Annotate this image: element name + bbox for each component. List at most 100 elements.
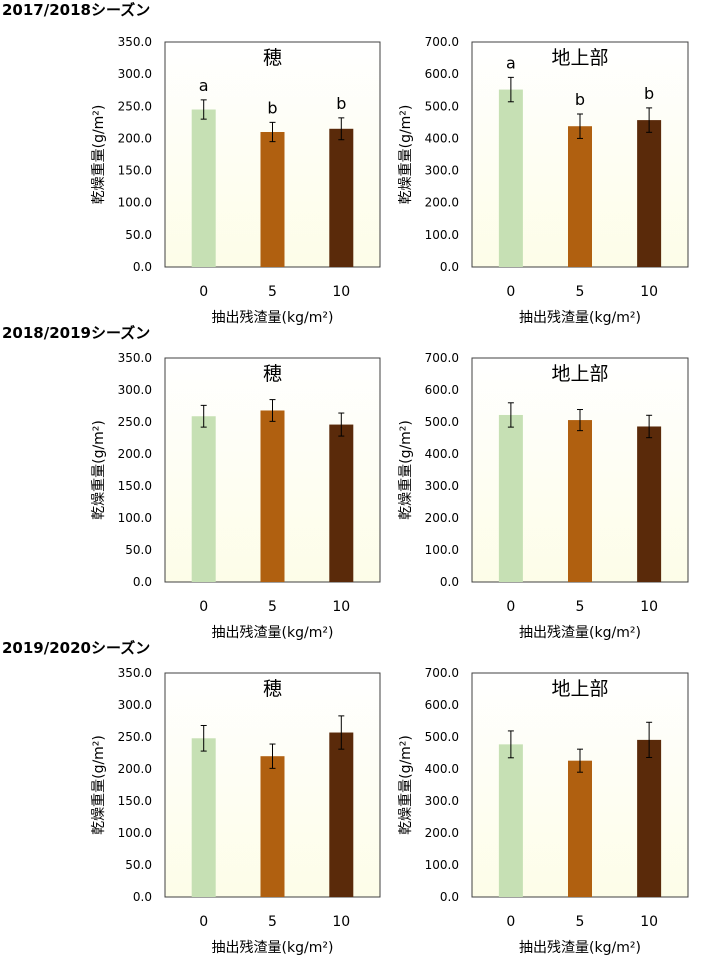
chart-title: 穂 [263, 363, 282, 385]
bar [191, 109, 216, 267]
y-tick-label: 250.0 [118, 730, 152, 744]
y-tick-label: 300.0 [425, 164, 459, 178]
y-tick-label: 50.0 [125, 228, 152, 242]
y-tick-label: 700.0 [425, 35, 459, 49]
x-tick-label: 0 [506, 599, 515, 615]
x-axis-label: 抽出残渣量(kg/m²) [212, 310, 334, 326]
x-tick-label: 5 [576, 284, 585, 300]
y-tick-label: 0.0 [440, 890, 459, 904]
bar [329, 128, 354, 267]
y-tick-label: 150.0 [118, 164, 152, 178]
x-tick-label: 10 [640, 599, 658, 615]
y-tick-label: 600.0 [425, 383, 459, 397]
bar [637, 120, 662, 267]
significance-letter: b [644, 84, 654, 103]
y-tick-label: 350.0 [118, 666, 152, 680]
x-axis-label: 抽出残渣量(kg/m²) [519, 940, 641, 956]
y-axis-label: 乾燥重量(g/m²) [91, 105, 107, 205]
significance-letter: b [336, 94, 346, 113]
x-tick-label: 10 [332, 284, 350, 300]
bar [191, 738, 216, 897]
y-tick-label: 0.0 [440, 575, 459, 589]
y-tick-label: 300.0 [425, 479, 459, 493]
season-title-1: 2017/2018シーズン [2, 1, 151, 19]
bar [260, 132, 285, 267]
bar [568, 126, 592, 267]
bar [260, 410, 285, 582]
x-tick-label: 10 [640, 914, 658, 930]
y-tick-label: 400.0 [425, 762, 459, 776]
x-tick-label: 0 [199, 284, 208, 300]
y-tick-label: 150.0 [118, 794, 152, 808]
chart-title: 穂 [263, 47, 282, 69]
y-tick-label: 300.0 [118, 67, 152, 81]
x-tick-label: 10 [640, 284, 658, 300]
significance-letter: b [575, 90, 585, 109]
x-tick-label: 5 [576, 599, 585, 615]
y-tick-label: 300.0 [425, 794, 459, 808]
y-tick-label: 350.0 [118, 351, 152, 365]
x-axis-label: 抽出残渣量(kg/m²) [519, 625, 641, 641]
y-tick-label: 200.0 [425, 826, 459, 840]
y-tick-label: 600.0 [425, 67, 459, 81]
chart-title: 地上部 [551, 47, 608, 69]
y-tick-label: 300.0 [118, 383, 152, 397]
y-tick-label: 50.0 [125, 858, 152, 872]
y-tick-label: 100.0 [118, 196, 152, 210]
x-tick-label: 0 [199, 914, 208, 930]
x-axis-label: 抽出残渣量(kg/m²) [212, 625, 334, 641]
y-axis-label: 乾燥重量(g/m²) [398, 420, 414, 520]
x-axis-label: 抽出残渣量(kg/m²) [212, 940, 334, 956]
x-tick-label: 5 [268, 599, 277, 615]
y-tick-label: 700.0 [425, 666, 459, 680]
x-tick-label: 5 [268, 284, 277, 300]
y-tick-label: 200.0 [118, 762, 152, 776]
chart-title: 地上部 [551, 363, 608, 385]
bar [329, 732, 354, 897]
y-axis-label: 乾燥重量(g/m²) [91, 420, 107, 520]
x-tick-label: 5 [268, 914, 277, 930]
y-tick-label: 300.0 [118, 698, 152, 712]
x-axis-label: 抽出残渣量(kg/m²) [519, 310, 641, 326]
x-tick-label: 0 [506, 914, 515, 930]
y-tick-label: 350.0 [118, 35, 152, 49]
x-tick-label: 10 [332, 599, 350, 615]
bar [329, 424, 354, 582]
y-tick-label: 100.0 [425, 543, 459, 557]
significance-letter: a [506, 53, 516, 72]
y-axis-label: 乾燥重量(g/m²) [398, 105, 414, 205]
y-tick-label: 100.0 [425, 858, 459, 872]
y-tick-label: 100.0 [118, 826, 152, 840]
y-tick-label: 200.0 [425, 196, 459, 210]
y-tick-label: 150.0 [118, 479, 152, 493]
chart-title: 穂 [263, 678, 282, 700]
y-tick-label: 500.0 [425, 730, 459, 744]
y-tick-label: 200.0 [118, 131, 152, 145]
bar [637, 739, 662, 897]
y-tick-label: 0.0 [133, 575, 152, 589]
bar [498, 744, 523, 897]
y-axis-label: 乾燥重量(g/m²) [91, 735, 107, 835]
bar [568, 420, 592, 582]
y-tick-label: 400.0 [425, 131, 459, 145]
bar [191, 416, 216, 582]
y-tick-label: 0.0 [440, 260, 459, 274]
significance-letter: b [267, 98, 277, 117]
bar [260, 756, 285, 897]
y-tick-label: 100.0 [425, 228, 459, 242]
y-tick-label: 200.0 [425, 511, 459, 525]
bar [498, 89, 523, 267]
y-tick-label: 700.0 [425, 351, 459, 365]
y-tick-label: 50.0 [125, 543, 152, 557]
x-tick-label: 5 [576, 914, 585, 930]
x-tick-label: 0 [199, 599, 208, 615]
y-tick-label: 500.0 [425, 415, 459, 429]
significance-letter: a [199, 76, 209, 95]
y-tick-label: 100.0 [118, 511, 152, 525]
y-tick-label: 600.0 [425, 698, 459, 712]
season-title-3: 2019/2020シーズン [2, 639, 151, 657]
x-tick-label: 10 [332, 914, 350, 930]
y-tick-label: 0.0 [133, 260, 152, 274]
y-tick-label: 500.0 [425, 99, 459, 113]
